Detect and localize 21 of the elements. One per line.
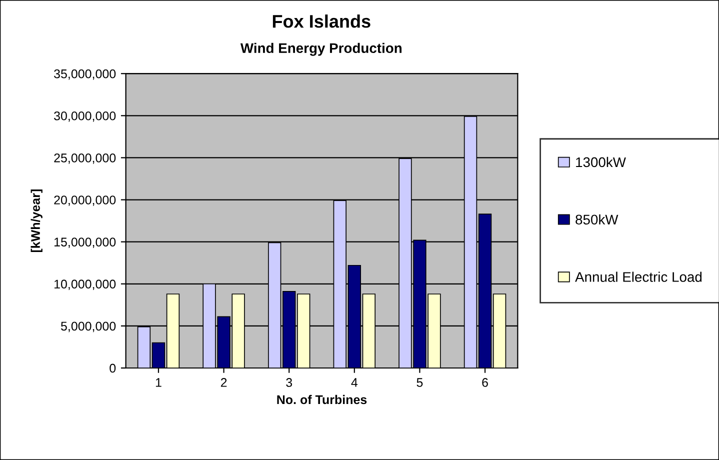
y-tick-label: 0 — [110, 364, 116, 373]
x-tick-label: 4 — [351, 378, 358, 387]
x-axis-title: No. of Turbines — [277, 394, 367, 404]
legend-label: Annual Electric Load — [575, 272, 702, 282]
x-tick-label: 2 — [220, 378, 227, 387]
y-tick-label: 15,000,000 — [54, 238, 116, 248]
x-tick-label: 5 — [416, 378, 423, 387]
legend-label: 850kW — [576, 214, 618, 225]
y-tick-label: 10,000,000 — [54, 280, 116, 290]
chart-subtitle: Wind Energy Production — [240, 42, 402, 56]
x-tick-label: 3 — [286, 378, 292, 387]
y-axis-title: [kWh/year] — [30, 190, 42, 252]
y-tick-label: 30,000,000 — [54, 111, 116, 122]
x-tick-label: 1 — [156, 378, 162, 387]
y-tick-label: 25,000,000 — [54, 154, 116, 164]
y-tick-label: 20,000,000 — [54, 196, 116, 206]
chart-title: Fox Islands — [272, 14, 370, 28]
y-tick-label: 35,000,000 — [54, 69, 116, 80]
y-tick-label: 5,000,000 — [61, 322, 116, 332]
x-tick-label: 6 — [482, 378, 488, 387]
legend-label: 1300kW — [576, 156, 626, 168]
